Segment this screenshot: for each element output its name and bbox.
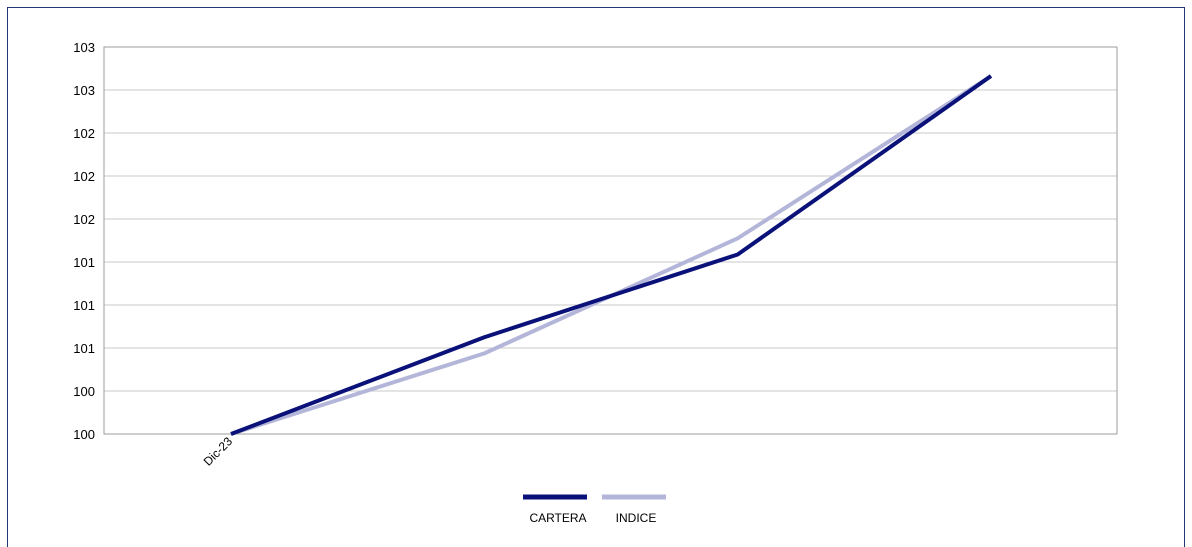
y-tick-label: 100: [73, 384, 95, 399]
legend-label-indice: INDICE: [616, 511, 657, 525]
y-tick-label: 102: [73, 212, 95, 227]
y-tick-label: 103: [73, 40, 95, 55]
x-axis-ticks: Dic-23: [201, 434, 236, 469]
chart-frame: [7, 7, 1185, 547]
legend: CARTERA INDICE: [523, 494, 666, 525]
y-tick-label: 101: [73, 341, 95, 356]
y-tick-label: 100: [73, 427, 95, 442]
y-tick-label: 101: [73, 255, 95, 270]
y-tick-label: 102: [73, 169, 95, 184]
series-line-indice: [230, 74, 993, 436]
y-axis-ticks: 100 100 101 101 101 102 102 102 103 103: [73, 40, 95, 442]
gridlines: [104, 89, 1117, 392]
x-tick-label: Dic-23: [201, 434, 236, 469]
series-lines: [230, 74, 993, 436]
y-tick-label: 102: [73, 126, 95, 141]
y-tick-label: 103: [73, 83, 95, 98]
legend-label-cartera: CARTERA: [529, 511, 586, 525]
plot-area: [103, 46, 1118, 435]
series-line-cartera: [230, 74, 993, 436]
y-tick-label: 101: [73, 298, 95, 313]
